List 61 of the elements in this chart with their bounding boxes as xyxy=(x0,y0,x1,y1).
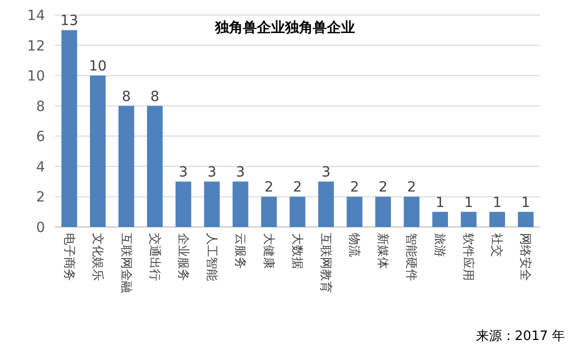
x-tick-label: 互联网金融 xyxy=(119,233,134,293)
y-tick-label: 4 xyxy=(36,159,46,176)
bar xyxy=(489,212,506,227)
bar xyxy=(118,106,134,227)
data-label: 2 xyxy=(378,180,388,196)
x-tick-label: 企业服务 xyxy=(176,233,190,281)
chart-title: 独角兽企业独角兽企业 xyxy=(214,20,355,36)
x-tick-label: 智能硬件 xyxy=(404,233,419,281)
x-tick-label: 旅游 xyxy=(433,233,448,257)
bar xyxy=(61,30,78,227)
y-tick-label: 0 xyxy=(36,220,45,236)
bar xyxy=(204,182,220,227)
bar xyxy=(90,76,106,227)
bar xyxy=(318,182,334,227)
bar xyxy=(404,196,420,227)
bar xyxy=(518,212,534,227)
bar xyxy=(346,196,362,227)
x-tick-label: 网络安全 xyxy=(518,233,533,281)
x-tick-label: 大健康 xyxy=(262,233,276,269)
y-tick-label: 8 xyxy=(36,98,45,115)
data-label: 3 xyxy=(207,164,216,181)
data-label: 3 xyxy=(236,164,245,181)
x-tick-label: 软件应用 xyxy=(462,233,476,281)
bar xyxy=(176,182,192,227)
bar xyxy=(432,212,448,227)
data-label: 2 xyxy=(407,180,416,196)
x-tick-label: 新媒体 xyxy=(376,233,390,269)
y-tick-label: 14 xyxy=(27,8,46,24)
x-tick-label: 社交 xyxy=(490,233,504,257)
bar xyxy=(290,196,306,227)
data-label: 2 xyxy=(293,180,302,196)
x-tick-label: 交通出行 xyxy=(148,233,162,281)
x-tick-label: 云服务 xyxy=(233,233,248,269)
y-tick-label: 10 xyxy=(27,68,45,85)
bar xyxy=(232,182,248,227)
data-label: 1 xyxy=(521,194,530,211)
data-label: 3 xyxy=(178,164,188,181)
data-label: 1 xyxy=(436,194,445,211)
x-tick-label: 电子商务 xyxy=(62,233,76,281)
source-note: 来源：2017 年 xyxy=(476,329,565,344)
y-tick-label: 12 xyxy=(27,38,45,54)
y-tick-label: 2 xyxy=(36,190,45,206)
bar xyxy=(375,196,391,227)
x-tick-label: 人工智能 xyxy=(204,233,219,281)
x-tick-label: 互联网教育 xyxy=(319,233,334,293)
x-tick-label: 大数据 xyxy=(290,233,304,269)
bar xyxy=(261,196,277,227)
bar xyxy=(460,212,477,227)
data-label: 1 xyxy=(464,194,474,211)
data-label: 8 xyxy=(150,88,160,105)
data-label: 2 xyxy=(350,180,360,196)
data-label: 8 xyxy=(122,88,131,105)
y-tick-label: 6 xyxy=(36,129,46,146)
x-tick-label: 物流 xyxy=(348,233,362,257)
data-label: 2 xyxy=(264,180,274,196)
data-label: 1 xyxy=(492,194,502,211)
x-tick-label: 文化娱乐 xyxy=(90,233,105,281)
bar xyxy=(147,106,163,227)
data-label: 10 xyxy=(88,58,107,75)
data-label: 13 xyxy=(60,13,78,30)
data-label: 3 xyxy=(322,164,330,181)
